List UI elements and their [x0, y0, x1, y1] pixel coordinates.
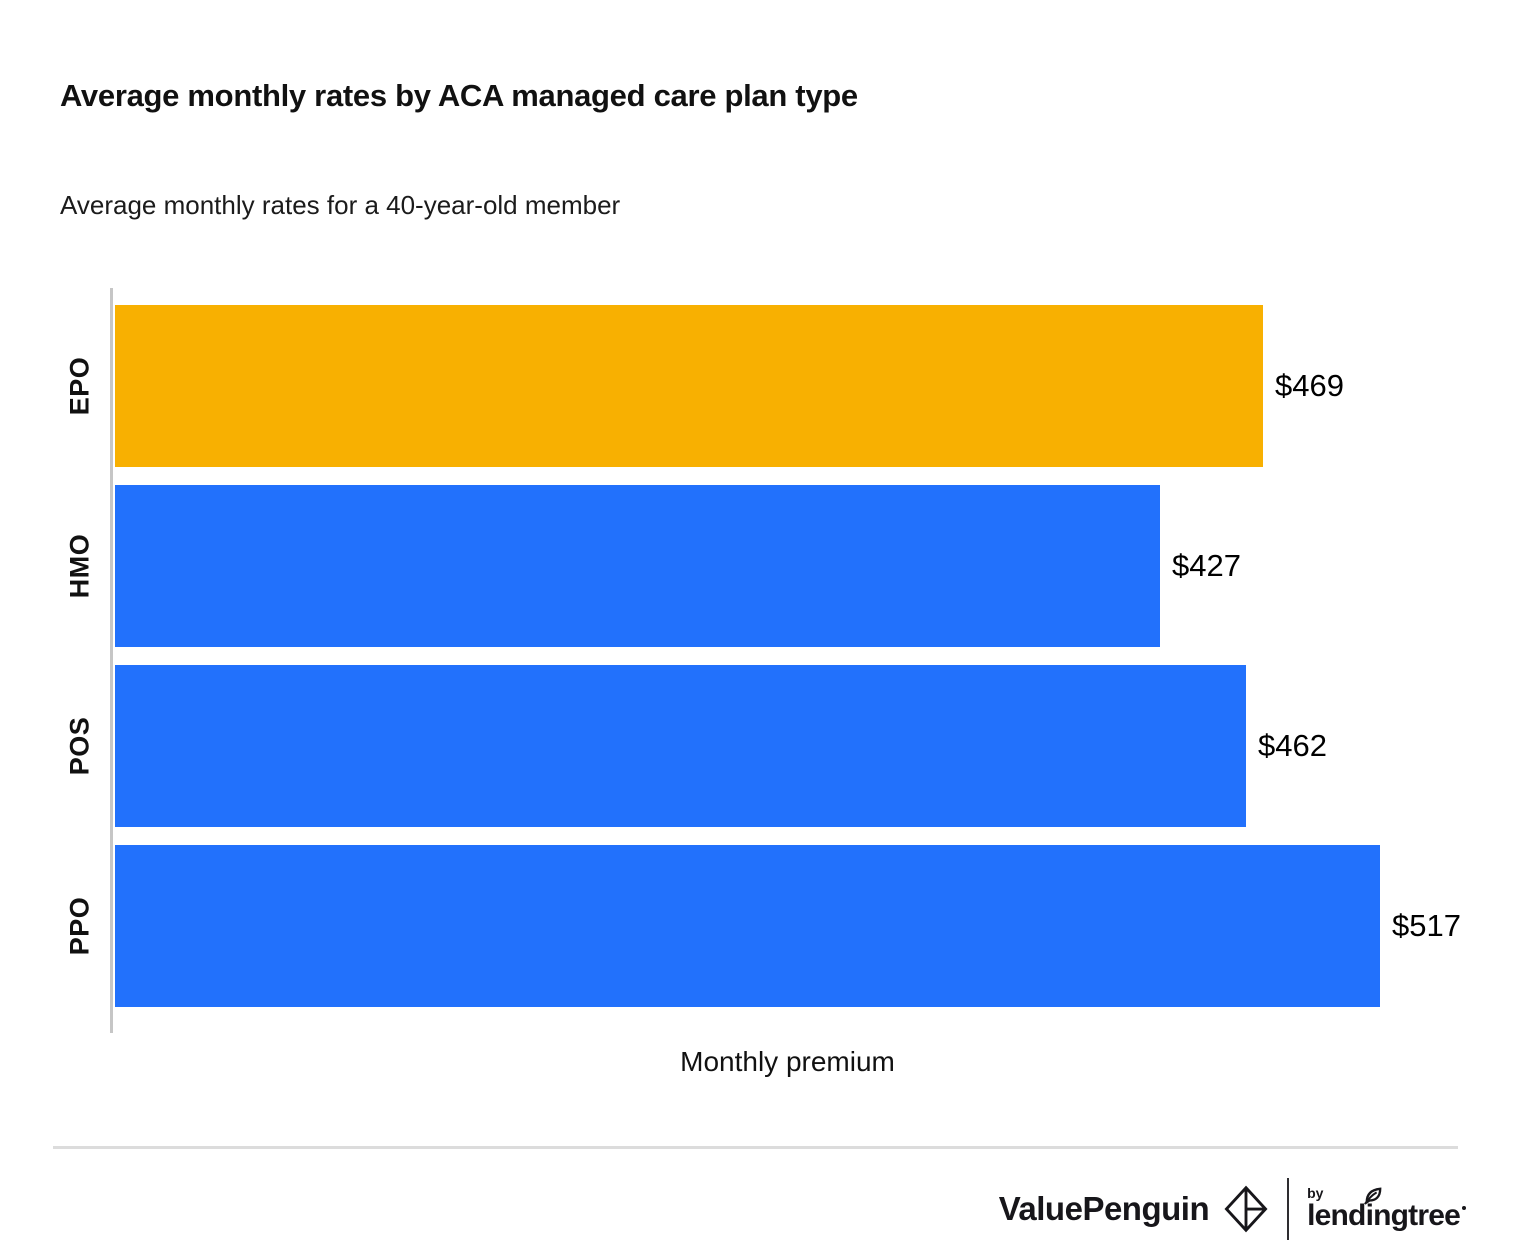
footer-divider-line — [53, 1146, 1458, 1149]
footer-branding: ValuePenguin by lendingtree — [998, 1178, 1466, 1240]
bar-ppo — [115, 845, 1380, 1007]
lendingtree-logo: by lendingtree — [1307, 1185, 1466, 1232]
bar-row-hmo: HMO $427 — [65, 485, 1461, 647]
bar-row-ppo: PPO $517 — [65, 845, 1461, 1007]
lendingtree-text: lendingtree — [1307, 1199, 1461, 1232]
footer-vertical-divider — [1287, 1178, 1290, 1240]
y-axis-category-label: HMO — [64, 533, 95, 599]
bar-value-label: $462 — [1258, 728, 1327, 763]
bar-plot-area: EPO $469 HMO $427 POS $462 PPO $517 — [65, 305, 1461, 1007]
bar-value-label: $427 — [1172, 548, 1241, 583]
y-axis-category-label: POS — [64, 716, 95, 776]
trademark-dot — [1462, 1206, 1466, 1210]
bar-value-label: $469 — [1275, 368, 1344, 403]
bar-row-epo: EPO $469 — [65, 305, 1461, 467]
chart-title: Average monthly rates by ACA managed car… — [60, 78, 858, 113]
by-label: by — [1307, 1185, 1324, 1201]
x-axis-label: Monthly premium — [680, 1046, 895, 1077]
bar-row-pos: POS $462 — [65, 665, 1461, 827]
bar-value-label: $517 — [1392, 908, 1461, 943]
valuepenguin-wordmark: ValuePenguin — [998, 1190, 1210, 1227]
lendingtree-wordmark: lendingtree — [1307, 1187, 1466, 1232]
valuepenguin-logo-icon — [1224, 1185, 1268, 1233]
chart-subtitle: Average monthly rates for a 40-year-old … — [60, 190, 621, 220]
bar-epo — [115, 305, 1263, 467]
bar-hmo — [115, 485, 1160, 647]
leaf-icon — [1364, 1187, 1382, 1205]
bar-pos — [115, 665, 1246, 827]
y-axis-category-label: PPO — [64, 896, 95, 956]
y-axis-category-label: EPO — [64, 356, 95, 416]
y-axis-line — [110, 288, 113, 1033]
